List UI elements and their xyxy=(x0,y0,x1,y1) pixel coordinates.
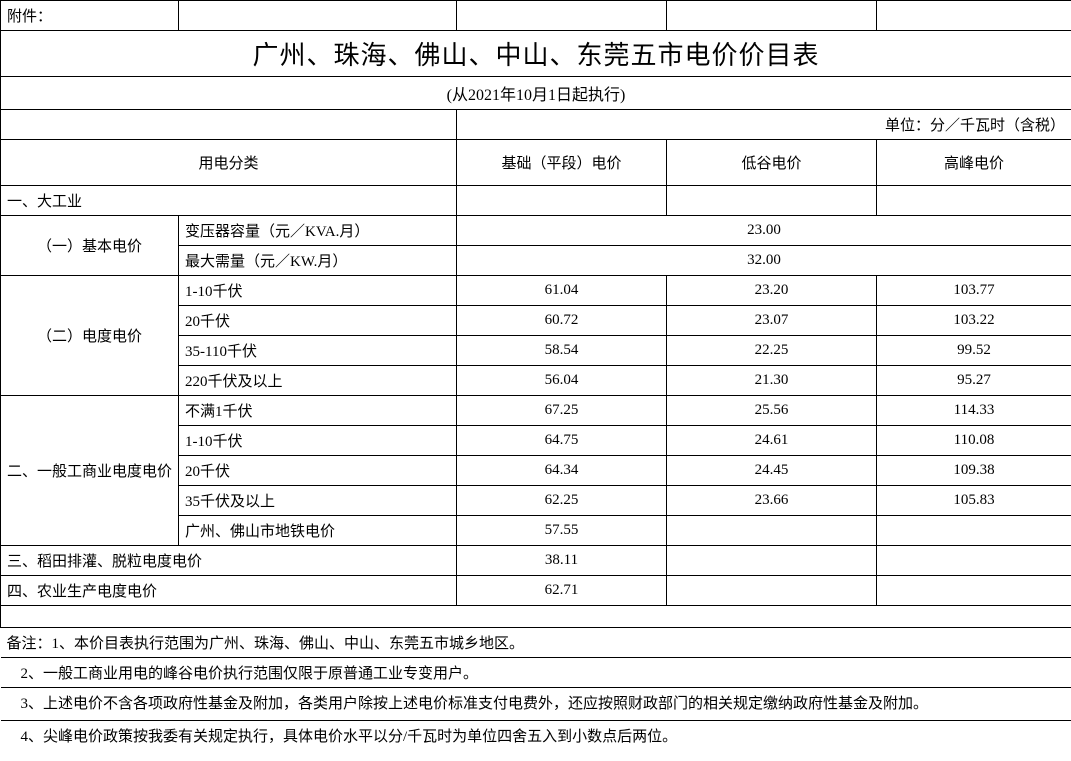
s2-row0-label: 不满1千伏 xyxy=(179,396,457,426)
main-title: 广州、珠海、佛山、中山、东莞五市电价价目表 xyxy=(1,31,1071,77)
header-valley: 低谷电价 xyxy=(667,140,877,186)
subtitle-row: (从2021年10月1日起执行) xyxy=(1,77,1071,110)
notes-label: 备注： xyxy=(7,636,52,652)
subtitle: (从2021年10月1日起执行) xyxy=(1,77,1071,110)
basic-row0-label: 变压器容量（元／KVA.月） xyxy=(179,216,457,246)
basic-row-0: （一）基本电价 变压器容量（元／KVA.月） 23.00 xyxy=(1,216,1071,246)
energy-row0-peak: 103.77 xyxy=(877,276,1071,306)
unit-label: 单位：分／千瓦时（含税） xyxy=(457,110,1071,140)
note-3: 3、上述电价不含各项政府性基金及附加，各类用户除按上述电价标准支付电费外，还应按… xyxy=(1,688,1071,721)
attachment-row: 附件： xyxy=(1,1,1071,31)
header-category: 用电分类 xyxy=(1,140,457,186)
energy-row0-base: 61.04 xyxy=(457,276,667,306)
notes-row-4: 4、尖峰电价政策按我委有关规定执行，具体电价水平以分/千瓦时为单位四舍五入到小数… xyxy=(1,721,1071,751)
header-peak: 高峰电价 xyxy=(877,140,1071,186)
header-base: 基础（平段）电价 xyxy=(457,140,667,186)
energy-row-0: （二）电度电价 1-10千伏 61.04 23.20 103.77 xyxy=(1,276,1071,306)
section4-base: 62.71 xyxy=(457,576,667,606)
energy-row3-label: 220千伏及以上 xyxy=(179,366,457,396)
price-table: 附件： 广州、珠海、佛山、中山、东莞五市电价价目表 (从2021年10月1日起执… xyxy=(0,0,1071,750)
basic-row1-label: 最大需量（元／KW.月） xyxy=(179,246,457,276)
basic-price-label: （一）基本电价 xyxy=(1,216,179,276)
notes-row-3: 3、上述电价不含各项政府性基金及附加，各类用户除按上述电价标准支付电费外，还应按… xyxy=(1,688,1071,721)
section3-title: 三、稻田排灌、脱粒电度电价 xyxy=(1,546,457,576)
energy-price-label: （二）电度电价 xyxy=(1,276,179,396)
title-row: 广州、珠海、佛山、中山、东莞五市电价价目表 xyxy=(1,31,1071,77)
energy-row2-label: 35-110千伏 xyxy=(179,336,457,366)
unit-row: 单位：分／千瓦时（含税） xyxy=(1,110,1071,140)
blank-row xyxy=(1,606,1071,628)
basic-row0-value: 23.00 xyxy=(457,216,1071,246)
notes-row-1: 备注：1、本价目表执行范围为广州、珠海、佛山、中山、东莞五市城乡地区。 xyxy=(1,628,1071,658)
section2-row-0: 二、一般工商业电度电价 不满1千伏 67.25 25.56 114.33 xyxy=(1,396,1071,426)
section4-title: 四、农业生产电度电价 xyxy=(1,576,457,606)
section2-title: 二、一般工商业电度电价 xyxy=(1,396,179,546)
section1-title-row: 一、大工业 xyxy=(1,186,1071,216)
basic-row1-value: 32.00 xyxy=(457,246,1071,276)
energy-row1-label: 20千伏 xyxy=(179,306,457,336)
section4-row: 四、农业生产电度电价 62.71 xyxy=(1,576,1071,606)
energy-row0-valley: 23.20 xyxy=(667,276,877,306)
note-1: 1、本价目表执行范围为广州、珠海、佛山、中山、东莞五市城乡地区。 xyxy=(52,636,525,652)
section1-title: 一、大工业 xyxy=(1,186,457,216)
section3-row: 三、稻田排灌、脱粒电度电价 38.11 xyxy=(1,546,1071,576)
energy-row0-label: 1-10千伏 xyxy=(179,276,457,306)
note-4: 4、尖峰电价政策按我委有关规定执行，具体电价水平以分/千瓦时为单位四舍五入到小数… xyxy=(1,721,1071,751)
note-2: 2、一般工商业用电的峰谷电价执行范围仅限于原普通工业专变用户。 xyxy=(1,658,1071,688)
attachment-label: 附件： xyxy=(1,1,179,31)
header-row: 用电分类 基础（平段）电价 低谷电价 高峰电价 xyxy=(1,140,1071,186)
price-sheet: 附件： 广州、珠海、佛山、中山、东莞五市电价价目表 (从2021年10月1日起执… xyxy=(0,0,1071,750)
notes-row-2: 2、一般工商业用电的峰谷电价执行范围仅限于原普通工业专变用户。 xyxy=(1,658,1071,688)
section3-base: 38.11 xyxy=(457,546,667,576)
